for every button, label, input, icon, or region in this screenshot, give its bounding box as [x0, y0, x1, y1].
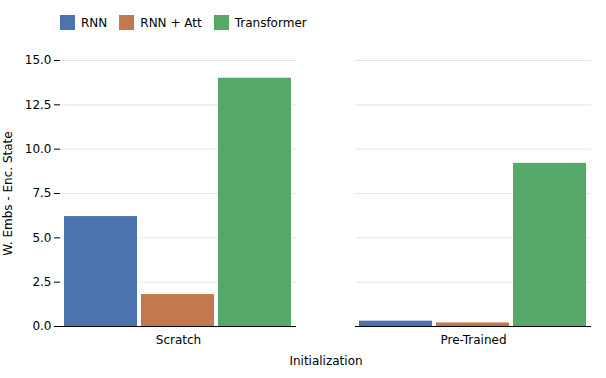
svg-text:Scratch: Scratch: [156, 333, 201, 347]
html-text:Transformer: Transformer: [234, 15, 307, 30]
svg-text:5.0: 5.0: [32, 231, 51, 245]
html-text:RNN: RNN: [81, 15, 108, 30]
svg-text:Initialization: Initialization: [289, 354, 362, 368]
html-text:RNN + Att: RNN + Att: [140, 15, 202, 30]
svg-text:Pre-Trained: Pre-Trained: [440, 333, 506, 347]
svg-text:15.0: 15.0: [25, 53, 52, 67]
svg-text:2.5: 2.5: [32, 275, 51, 289]
svg-text:12.5: 12.5: [25, 98, 52, 112]
svg-text:10.0: 10.0: [25, 142, 52, 156]
svg-text:0.0: 0.0: [32, 319, 51, 333]
svg-text:W. Embs - Enc. State: W. Embs - Enc. State: [1, 131, 15, 255]
svg-text:7.5: 7.5: [32, 186, 51, 200]
